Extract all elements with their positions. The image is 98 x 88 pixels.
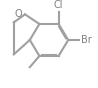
Text: Cl: Cl [54, 0, 63, 10]
Text: O: O [15, 9, 23, 19]
Text: Br: Br [81, 35, 92, 45]
